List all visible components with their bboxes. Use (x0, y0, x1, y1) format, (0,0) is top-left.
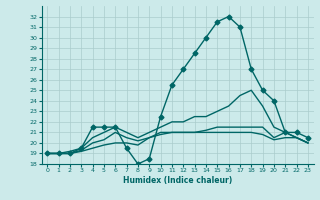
X-axis label: Humidex (Indice chaleur): Humidex (Indice chaleur) (123, 176, 232, 185)
